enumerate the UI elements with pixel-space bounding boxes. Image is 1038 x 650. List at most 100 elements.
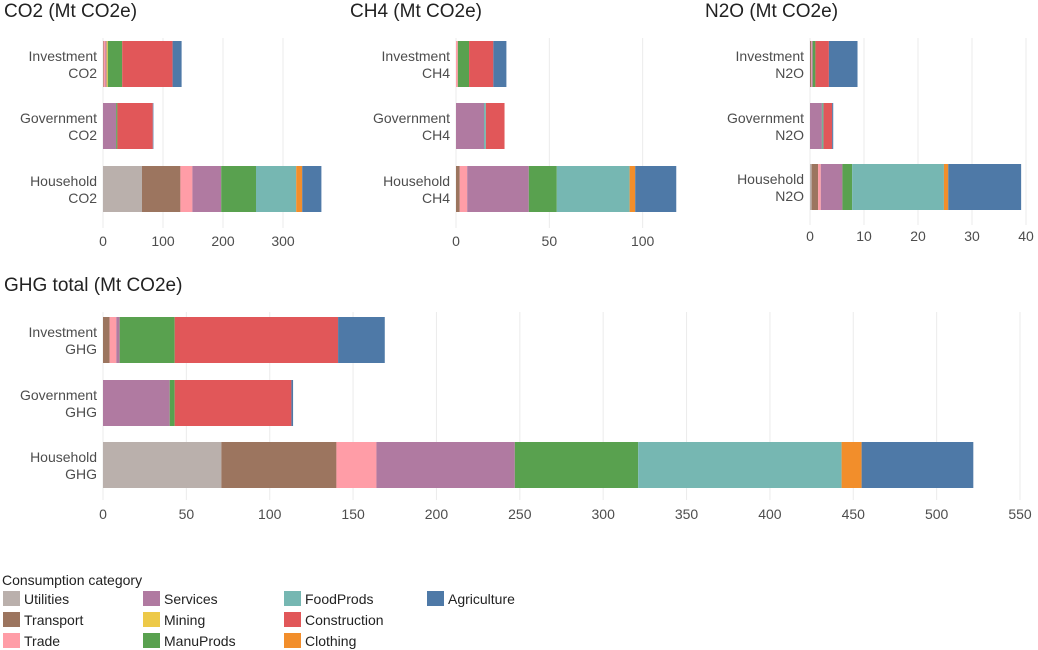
legend-label-utilities: Utilities — [24, 591, 69, 607]
ghg-category-label-line2: GHG — [65, 466, 97, 482]
legend-label-agriculture: Agriculture — [448, 591, 515, 607]
ch4-category-label-line2: CH4 — [422, 127, 450, 143]
legend-swatch-utilities — [3, 591, 20, 606]
ch4-bar-investment-agriculture — [493, 41, 507, 87]
ghg-x-tick-label: 50 — [179, 506, 195, 522]
ghg-x-tick-label: 400 — [758, 506, 782, 522]
n2o-bar-investment-transport — [810, 41, 812, 87]
ch4-bar-household-transport — [456, 166, 460, 212]
co2-bar-investment-transport — [103, 41, 104, 87]
n2o-panel-title: N2O (Mt CO2e) — [705, 1, 838, 22]
ch4-bar-investment-trade — [456, 41, 458, 87]
ch4-x-tick-label: 0 — [452, 233, 460, 249]
ghg-category-label-line1: Government — [20, 387, 97, 403]
legend-swatch-foodprods — [284, 591, 301, 606]
ghg-bar-household-clothing — [841, 442, 862, 488]
n2o-bar-investment-agriculture — [828, 41, 858, 87]
n2o-x-tick-label: 40 — [1018, 228, 1034, 244]
n2o-category-label-line1: Government — [727, 110, 804, 126]
legend-label-services: Services — [164, 591, 218, 607]
legend-swatch-clothing — [284, 633, 301, 648]
ghg-bar-investment-agriculture — [338, 317, 385, 363]
legend-label-trade: Trade — [24, 633, 60, 649]
n2o-bar-household-transport — [811, 164, 819, 210]
co2-bar-household-trade — [180, 166, 193, 212]
ghg-x-tick-label: 200 — [425, 506, 449, 522]
legend-swatch-manuprods — [143, 633, 160, 648]
n2o-category-label-line2: N2O — [775, 127, 804, 143]
ch4-category-label-line2: CH4 — [422, 65, 450, 81]
co2-bar-household-services — [192, 166, 222, 212]
n2o-bar-government-foodprods — [822, 103, 824, 149]
co2-bar-investment-trade — [103, 41, 106, 87]
ch4-bar-government-construction — [485, 103, 505, 149]
ghg-x-tick-label: 350 — [675, 506, 699, 522]
n2o-bar-government-services — [810, 103, 822, 149]
co2-category-label-line1: Government — [20, 110, 97, 126]
co2-category-label-line1: Household — [30, 173, 97, 189]
ghg-bar-household-manuprods — [514, 442, 639, 488]
legend-swatch-services — [143, 591, 160, 606]
n2o-bar-household-utilities — [810, 164, 812, 210]
co2-x-tick-label: 100 — [151, 233, 175, 249]
n2o-category-label-line1: Investment — [736, 48, 805, 64]
n2o-category-label-line2: N2O — [775, 65, 804, 81]
ghg-bar-household-trade — [336, 442, 377, 488]
co2-category-label-line2: CO2 — [68, 190, 97, 206]
ghg-bar-household-transport — [221, 442, 337, 488]
ch4-bar-household-manuprods — [528, 166, 557, 212]
ghg-bar-investment-transport — [103, 317, 110, 363]
ch4-x-tick-label: 50 — [542, 233, 558, 249]
legend-label-clothing: Clothing — [305, 633, 356, 649]
ch4-bar-government-foodprods — [484, 103, 486, 149]
legend-label-construction: Construction — [305, 612, 384, 628]
co2-bar-government-agriculture — [152, 103, 154, 149]
legend: Consumption category Utilities Transport T… — [2, 572, 515, 649]
n2o-bar-government-construction — [823, 103, 833, 149]
co2-category-label-line2: CO2 — [68, 127, 97, 143]
ghg-x-tick-label: 450 — [842, 506, 866, 522]
ch4-bar-household-agriculture — [635, 166, 677, 212]
n2o-bar-household-foodprods — [852, 164, 944, 210]
n2o-x-tick-label: 0 — [806, 228, 814, 244]
ghg-panel: 0 50 100 150 200 250 300 350 400 450 500 550 Investm… — [20, 312, 1032, 522]
legend-swatch-transport — [3, 612, 20, 627]
n2o-bar-investment-manuprods — [812, 41, 816, 87]
ch4-category-label-line2: CH4 — [422, 190, 450, 206]
co2-bar-government-construction — [117, 103, 153, 149]
co2-x-tick-label: 200 — [211, 233, 235, 249]
n2o-bar-household-trade — [818, 164, 821, 210]
ghg-bar-investment-construction — [174, 317, 339, 363]
ch4-bar-household-trade — [459, 166, 468, 212]
ch4-bar-investment-construction — [469, 41, 494, 87]
ghg-x-tick-label: 550 — [1008, 506, 1032, 522]
legend-label-manuprods: ManuProds — [164, 633, 236, 649]
ch4-panel: 0 50 100InvestmentCH4GovernmentCH4Househol… — [373, 38, 677, 249]
legend-label-transport: Transport — [24, 612, 84, 628]
co2-bar-investment-agriculture — [172, 41, 182, 87]
ghg-bar-household-utilities — [103, 442, 222, 488]
legend-swatch-agriculture — [427, 591, 444, 606]
co2-bar-government-manuprods — [116, 103, 118, 149]
ch4-category-label-line1: Government — [373, 110, 450, 126]
n2o-bar-investment-trade — [811, 41, 812, 87]
ghg-x-tick-label: 100 — [258, 506, 282, 522]
co2-bar-household-foodprods — [256, 166, 297, 212]
ghg-bar-investment-trade — [109, 317, 117, 363]
legend-label-mining: Mining — [164, 612, 205, 628]
ghg-bar-investment-services — [116, 317, 120, 363]
co2-panel: 0 100 200 300InvestmentCO2GovernmentCO2Hous… — [20, 38, 322, 249]
ghg-x-tick-label: 300 — [592, 506, 616, 522]
ch4-bar-investment-manuprods — [457, 41, 470, 87]
ghg-x-tick-label: 250 — [508, 506, 532, 522]
legend-title: Consumption category — [2, 572, 142, 588]
co2-bar-household-manuprods — [221, 166, 256, 212]
co2-bar-government-services — [103, 103, 117, 149]
n2o-bar-household-agriculture — [948, 164, 1022, 210]
n2o-bar-investment-construction — [815, 41, 829, 87]
n2o-category-label-line1: Household — [737, 171, 804, 187]
co2-bar-investment-services — [105, 41, 107, 87]
ghg-panel-title: GHG total (Mt CO2e) — [4, 275, 182, 296]
ghg-bar-government-agriculture — [291, 380, 294, 426]
n2o-bar-government-manuprods — [821, 103, 823, 149]
